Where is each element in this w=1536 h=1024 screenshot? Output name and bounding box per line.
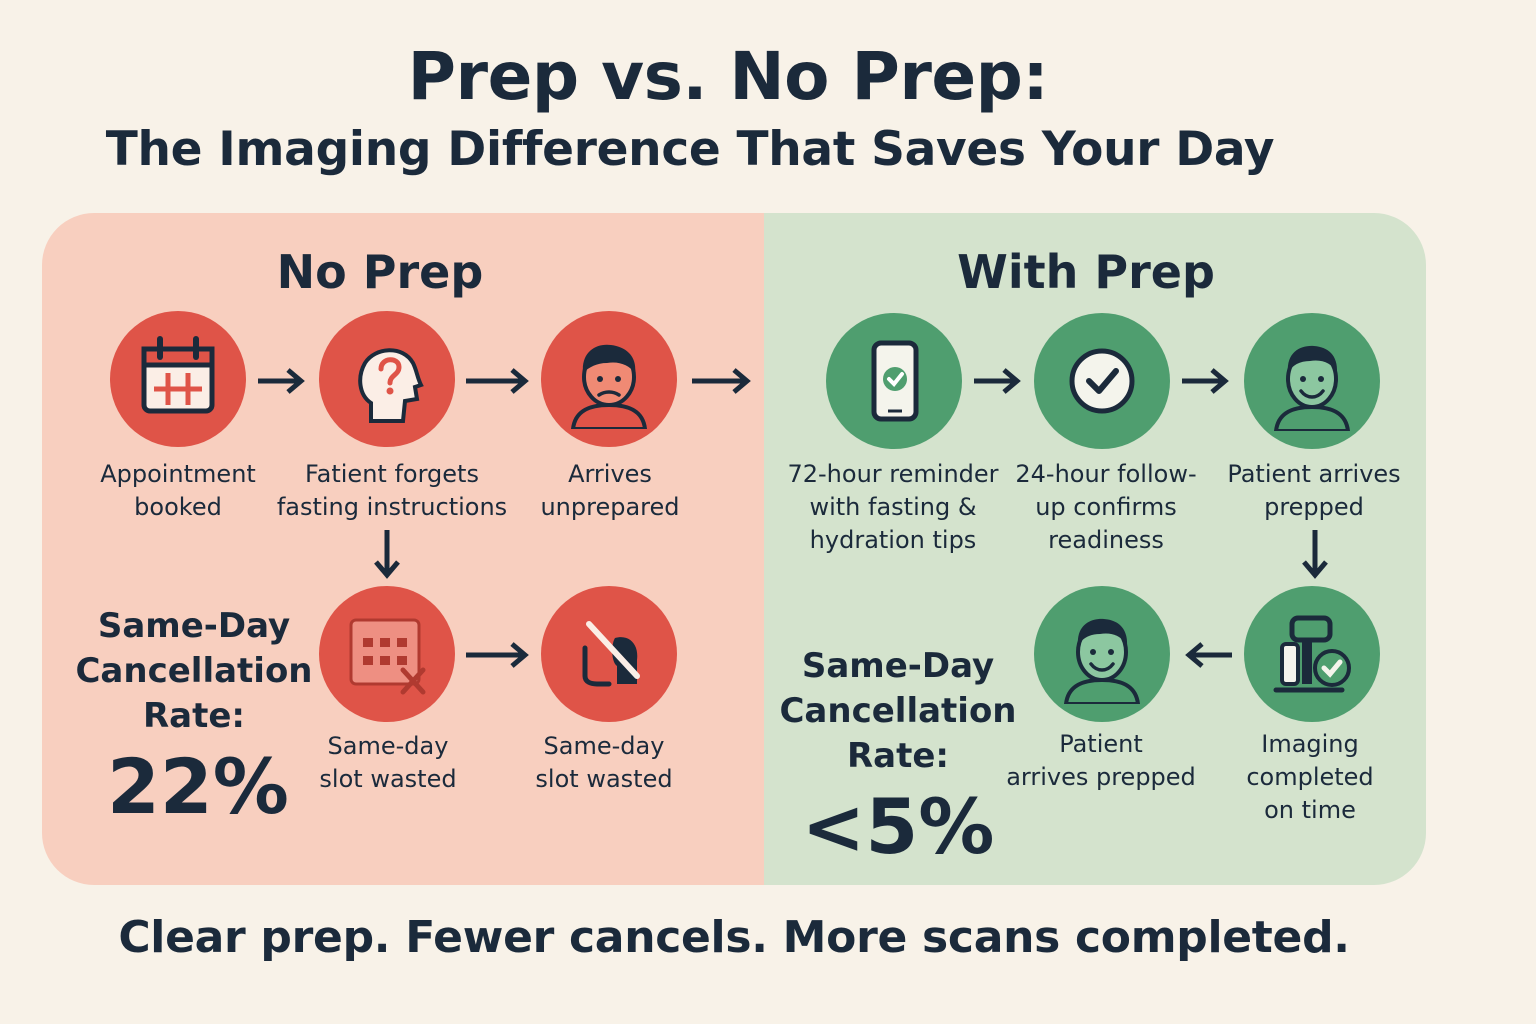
- no-prep-rate-value: 22%: [107, 742, 289, 831]
- arrow-right-icon: [1182, 368, 1229, 394]
- confused-head-icon-circle: [319, 311, 455, 447]
- smiling-patient-icon-circle: [1034, 586, 1170, 722]
- arrow-right-icon: [974, 368, 1021, 394]
- arrow-right-icon: [466, 642, 529, 668]
- step-arrives-prepped-label: Patient arrives prepped: [1227, 460, 1401, 521]
- checkmark-icon: [1069, 348, 1135, 414]
- step-patient-arrives-prepped-label: Patient arrives prepped: [1006, 730, 1196, 791]
- with-prep-rate-value: <5%: [801, 782, 995, 871]
- imaging-scanner-icon-circle: [1244, 586, 1380, 722]
- arrow-left-icon: [1185, 642, 1232, 668]
- calendar-cancel-icon-circle: [319, 586, 455, 722]
- with-prep-heading: With Prep: [957, 245, 1215, 299]
- step-24-hour-followup-label: 24-hour follow- up confirms readiness: [1015, 460, 1197, 554]
- step-72-hour-reminder-label: 72-hour reminder with fasting & hydratio…: [787, 460, 999, 554]
- step-imaging-completed-label: Imaging completed on time: [1246, 730, 1374, 824]
- unhappy-patient-icon-circle: [541, 311, 677, 447]
- arrow-right-icon: [466, 368, 529, 394]
- arrow-down-icon: [374, 530, 400, 579]
- imaging-scanner-icon: [1273, 615, 1351, 693]
- with-prep-rate-label: Same-Day Cancellation Rate:: [779, 646, 1017, 776]
- phone-reminder-icon-circle: [826, 313, 962, 449]
- calendar-icon: [141, 336, 215, 414]
- no-prep-heading: No Prep: [276, 245, 484, 299]
- smiling-patient-icon: [1063, 618, 1141, 704]
- calendar-icon-circle: [110, 311, 246, 447]
- infographic-title: Prep vs. No Prep:: [407, 38, 1049, 115]
- step-appointment-booked-label: Appointment booked: [100, 460, 256, 521]
- unhappy-patient-icon: [570, 344, 648, 429]
- step-slot-wasted-label: Same-day slot wasted: [319, 732, 457, 793]
- step-forgets-instructions-label: Fatient forgets fasting instructions: [276, 460, 508, 521]
- arrow-right-icon: [258, 368, 305, 394]
- calendar-cancel-icon: [349, 618, 426, 695]
- no-prep-rate-label: Same-Day Cancellation Rate:: [75, 606, 313, 736]
- step-arrives-unprepared-label: Arrives unprepared: [540, 460, 680, 521]
- tagline: Clear prep. Fewer cancels. More scans co…: [118, 912, 1350, 963]
- step-slot-wasted-final-label: Same-day slot wasted: [535, 732, 673, 793]
- phone-reminder-icon: [871, 340, 919, 422]
- wasted-slot-icon-circle: [541, 586, 677, 722]
- infographic-subtitle: The Imaging Difference That Saves Your D…: [105, 122, 1275, 177]
- confused-head-icon: [358, 348, 424, 423]
- happy-patient-icon-circle: [1244, 313, 1380, 449]
- checkmark-icon-circle: [1034, 313, 1170, 449]
- arrow-right-icon: [692, 368, 751, 394]
- happy-patient-icon: [1273, 345, 1351, 431]
- wasted-slot-icon: [582, 621, 640, 687]
- arrow-down-icon: [1302, 530, 1328, 579]
